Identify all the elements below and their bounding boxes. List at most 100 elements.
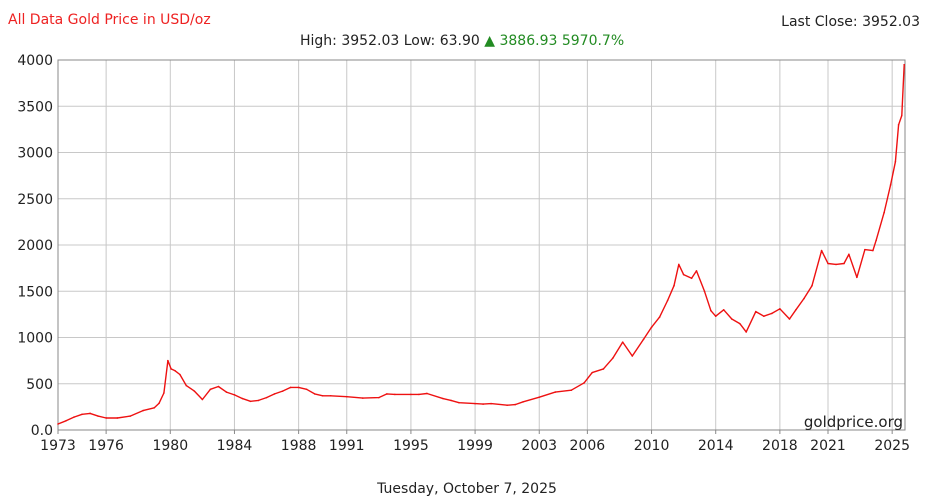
data-point — [506, 404, 508, 407]
data-point — [875, 239, 877, 242]
data-point — [602, 368, 605, 370]
data-point — [690, 277, 693, 280]
x-tick-label: 1999 — [457, 438, 493, 454]
data-point — [795, 308, 797, 311]
data-point — [289, 386, 292, 389]
data-point — [217, 385, 220, 388]
data-point — [883, 211, 885, 214]
data-point — [763, 315, 765, 318]
data-point — [153, 407, 156, 409]
y-tick-label: 3500 — [17, 99, 53, 115]
y-tick-label: 2500 — [17, 192, 53, 208]
gold-price-line — [57, 64, 905, 425]
data-point — [722, 308, 725, 311]
data-point — [903, 63, 905, 66]
data-point — [426, 392, 428, 395]
data-point — [490, 402, 492, 405]
data-point — [658, 316, 661, 318]
data-point — [193, 390, 196, 392]
data-point — [174, 370, 176, 372]
data-point — [225, 391, 228, 393]
data-point — [682, 273, 685, 276]
data-point — [305, 388, 308, 391]
change-up-icon: ▲ — [484, 33, 496, 49]
data-point — [827, 262, 829, 265]
data-point — [864, 248, 866, 251]
data-point — [73, 416, 75, 418]
data-point — [257, 399, 260, 402]
data-point — [820, 249, 823, 252]
x-tick-label: 1976 — [88, 438, 124, 454]
data-point — [386, 393, 388, 395]
watermark: goldprice.org — [804, 413, 903, 431]
change-absolute: 3886.93 — [499, 33, 558, 49]
price-summary: High: 3952.03 Low: 63.90 ▲ 3886.93 5970.… — [300, 33, 624, 49]
data-point — [410, 393, 412, 396]
data-point — [678, 263, 680, 266]
data-point — [538, 396, 541, 398]
chart-grid — [57, 59, 905, 431]
data-point — [241, 397, 244, 400]
y-tick-label: 500 — [26, 377, 53, 393]
low-value: 63.90 — [439, 33, 480, 49]
data-point — [57, 423, 59, 425]
y-tick-label: 4000 — [17, 53, 53, 69]
data-point — [835, 263, 837, 266]
data-point — [673, 284, 675, 287]
y-tick-label: 3000 — [17, 146, 53, 162]
high-label: High: — [300, 33, 337, 49]
data-point — [482, 403, 484, 405]
data-point — [900, 114, 903, 117]
x-tick-label: 2014 — [698, 438, 734, 454]
data-point — [897, 123, 900, 126]
data-point — [856, 276, 858, 279]
data-point — [771, 312, 773, 315]
x-tick-label: 2025 — [874, 438, 910, 454]
data-point — [378, 396, 380, 399]
data-point — [313, 393, 316, 395]
data-point — [179, 373, 181, 376]
y-tick-label: 1500 — [17, 284, 53, 300]
high-value: 3952.03 — [341, 33, 400, 49]
x-tick-label: 1973 — [40, 438, 76, 454]
data-point — [803, 297, 805, 300]
data-point — [621, 341, 624, 343]
x-tick-label: 1980 — [152, 438, 188, 454]
x-tick-label: 2003 — [521, 438, 557, 454]
data-point — [281, 390, 284, 392]
x-tick-label: 2006 — [570, 438, 606, 454]
data-point — [321, 394, 324, 397]
chart-title: All Data Gold Price in USD/oz — [8, 12, 211, 28]
data-point — [167, 359, 169, 362]
series-points — [57, 63, 905, 425]
data-point — [97, 415, 99, 417]
data-point — [170, 368, 172, 370]
data-point — [89, 412, 91, 415]
data-point — [116, 417, 119, 419]
data-point — [554, 391, 557, 393]
data-point — [745, 331, 747, 333]
data-point — [209, 388, 212, 391]
data-point — [450, 399, 452, 402]
data-point — [570, 389, 573, 392]
data-point — [65, 419, 67, 422]
data-point — [894, 160, 897, 163]
data-point — [297, 386, 300, 389]
data-point — [163, 392, 165, 394]
data-point — [142, 409, 144, 412]
x-tick-label: 1984 — [217, 438, 253, 454]
data-point — [233, 394, 236, 396]
data-point — [458, 401, 460, 404]
plot-frame — [57, 59, 906, 431]
data-point — [418, 393, 420, 396]
y-tick-label: 0.0 — [31, 423, 53, 439]
data-point — [714, 315, 717, 318]
data-point — [105, 417, 107, 419]
data-point — [185, 384, 188, 387]
data-point — [755, 310, 757, 313]
data-point — [650, 326, 653, 329]
data-point — [265, 396, 268, 399]
last-close-label: Last Close: — [781, 14, 858, 30]
data-point — [158, 402, 160, 404]
